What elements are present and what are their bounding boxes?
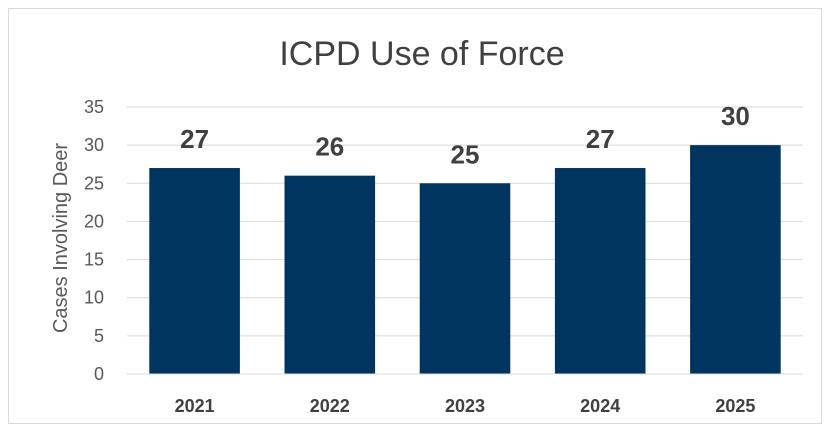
bar-2024 bbox=[554, 168, 646, 374]
y-tick-label: 35 bbox=[84, 97, 104, 117]
data-label-2024: 27 bbox=[586, 124, 615, 154]
x-tick-label-2024: 2024 bbox=[580, 396, 620, 416]
y-axis-label: Cases Involving Deer bbox=[50, 143, 72, 333]
y-tick-label: 20 bbox=[84, 211, 104, 231]
y-tick-label: 30 bbox=[84, 135, 104, 155]
bars bbox=[149, 145, 781, 374]
x-axis-ticks: 2021 2022 2023 2024 2025 bbox=[175, 396, 756, 416]
y-tick-label: 25 bbox=[84, 173, 104, 193]
y-tick-label: 15 bbox=[84, 250, 104, 270]
bar-2021 bbox=[149, 168, 240, 374]
x-tick-label-2022: 2022 bbox=[310, 396, 350, 416]
data-label-2025: 30 bbox=[721, 101, 750, 131]
y-tick-label: 10 bbox=[84, 288, 104, 308]
y-tick-label: 0 bbox=[94, 364, 104, 384]
x-tick-label-2023: 2023 bbox=[445, 396, 485, 416]
x-tick-label-2025: 2025 bbox=[715, 396, 755, 416]
y-tick-label: 5 bbox=[94, 326, 104, 346]
y-axis-ticks: 0 5 10 15 20 25 30 35 bbox=[84, 97, 104, 384]
x-tick-label-2021: 2021 bbox=[175, 396, 215, 416]
data-label-2023: 25 bbox=[451, 139, 480, 169]
data-labels: 27 26 25 27 30 bbox=[180, 101, 750, 169]
data-label-2022: 26 bbox=[315, 132, 344, 162]
bar-2022 bbox=[284, 175, 376, 374]
data-label-2021: 27 bbox=[180, 124, 209, 154]
bar-2025 bbox=[690, 145, 781, 374]
bar-2023 bbox=[419, 183, 511, 374]
chart-title: ICPD Use of Force bbox=[279, 35, 564, 73]
chart-frame bbox=[8, 8, 822, 424]
